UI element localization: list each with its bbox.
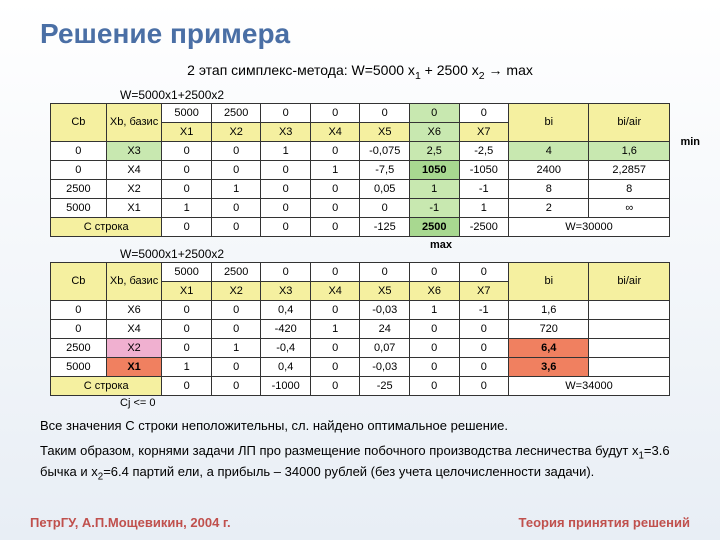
table-row: 5000X110000-112∞ [51, 198, 670, 217]
footer-right: Теория принятия решений [519, 515, 690, 530]
col-cb: Cb [51, 103, 107, 141]
formula-1: W=5000x1+2500x2 [120, 88, 670, 102]
table-row: 5000X1100,40-0,03003,6 [51, 357, 670, 376]
col-xb: Xb, базис [106, 103, 162, 141]
col-biair: bi/air [589, 103, 670, 141]
col-cb: Cb [51, 262, 107, 300]
table-row: 0X400-42012400720 [51, 319, 670, 338]
footer-left: ПетрГУ, А.П.Мощевикин, 2004 г. [30, 515, 231, 530]
col-biair: bi/air [589, 262, 670, 300]
conclusion-1: Все значения C строки неположительны, сл… [0, 409, 720, 435]
col-xb: Xb, базис [106, 262, 162, 300]
table-row: 0X40001-7,51050-105024002,2857 [51, 160, 670, 179]
table-row: 2500X201-0,400,07006,4 [51, 338, 670, 357]
subtitle: 2 этап симплекс-метода: W=5000 x1 + 2500… [0, 62, 720, 82]
table-row: 0X6000,40-0,031-11,6 [51, 300, 670, 319]
simplex-table-2: Cb Xb, базис5000250000000bi bi/airX1X2X3… [50, 262, 670, 396]
col-bi: bi [509, 262, 589, 300]
col-bi: bi [509, 103, 589, 141]
conclusion-2: Таким образом, корнями задачи ЛП про раз… [0, 434, 720, 484]
formula-2: W=5000x1+2500x2 [120, 247, 670, 261]
page-title: Решение примера [0, 0, 720, 58]
simplex-table-1: Cb Xb, базис5000250000000bi bi/airX1X2X3… [50, 103, 670, 237]
min-label: min [680, 136, 700, 148]
table-row: 2500X201000,051-188 [51, 179, 670, 198]
table-row: 0X30010-0,0752,5-2,541,6 [51, 141, 670, 160]
cj-note: Cj <= 0 [120, 397, 670, 409]
